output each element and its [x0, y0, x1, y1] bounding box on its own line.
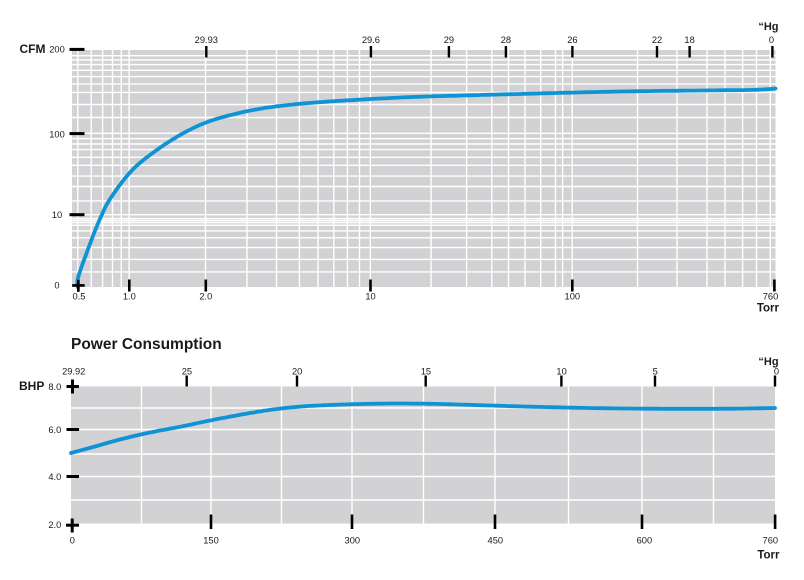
svg-text:18: 18 — [684, 35, 694, 45]
svg-text:29.93: 29.93 — [195, 35, 218, 45]
svg-text:28: 28 — [501, 35, 511, 45]
svg-text:10: 10 — [556, 367, 566, 377]
svg-text:29.92: 29.92 — [62, 367, 85, 377]
svg-text:0: 0 — [54, 281, 59, 291]
svg-text:760: 760 — [763, 292, 779, 302]
svg-text:5: 5 — [653, 367, 658, 377]
svg-text:0: 0 — [774, 367, 779, 377]
svg-text:Power Consumption: Power Consumption — [71, 336, 222, 353]
svg-text:Torr: Torr — [757, 303, 780, 315]
svg-text:0: 0 — [769, 35, 774, 45]
svg-text:760: 760 — [763, 536, 779, 546]
svg-text:“Hg: “Hg — [758, 21, 778, 33]
svg-text:22: 22 — [652, 35, 662, 45]
svg-text:Torr: Torr — [757, 550, 780, 562]
svg-text:200: 200 — [49, 45, 65, 55]
svg-text:100: 100 — [49, 129, 65, 139]
svg-text:150: 150 — [203, 536, 219, 546]
svg-text:25: 25 — [182, 367, 192, 377]
svg-text:“Hg: “Hg — [758, 356, 778, 368]
svg-text:300: 300 — [345, 536, 361, 546]
svg-text:10: 10 — [52, 210, 62, 220]
svg-text:0.5: 0.5 — [73, 292, 86, 302]
svg-text:29.6: 29.6 — [362, 35, 380, 45]
svg-text:450: 450 — [488, 536, 504, 546]
svg-text:6.0: 6.0 — [48, 425, 61, 435]
svg-text:15: 15 — [421, 367, 431, 377]
svg-text:4.0: 4.0 — [48, 472, 61, 482]
svg-text:2.0: 2.0 — [48, 520, 61, 530]
svg-text:0: 0 — [70, 536, 75, 546]
svg-text:1.0: 1.0 — [123, 292, 136, 302]
svg-text:8.0: 8.0 — [48, 382, 61, 392]
svg-text:BHP: BHP — [19, 379, 44, 393]
svg-text:20: 20 — [292, 367, 302, 377]
svg-text:10: 10 — [365, 292, 375, 302]
svg-text:2.0: 2.0 — [199, 292, 212, 302]
svg-text:29: 29 — [444, 35, 454, 45]
svg-text:600: 600 — [637, 536, 653, 546]
svg-text:26: 26 — [567, 35, 577, 45]
svg-text:CFM: CFM — [20, 42, 46, 56]
svg-text:100: 100 — [565, 292, 581, 302]
